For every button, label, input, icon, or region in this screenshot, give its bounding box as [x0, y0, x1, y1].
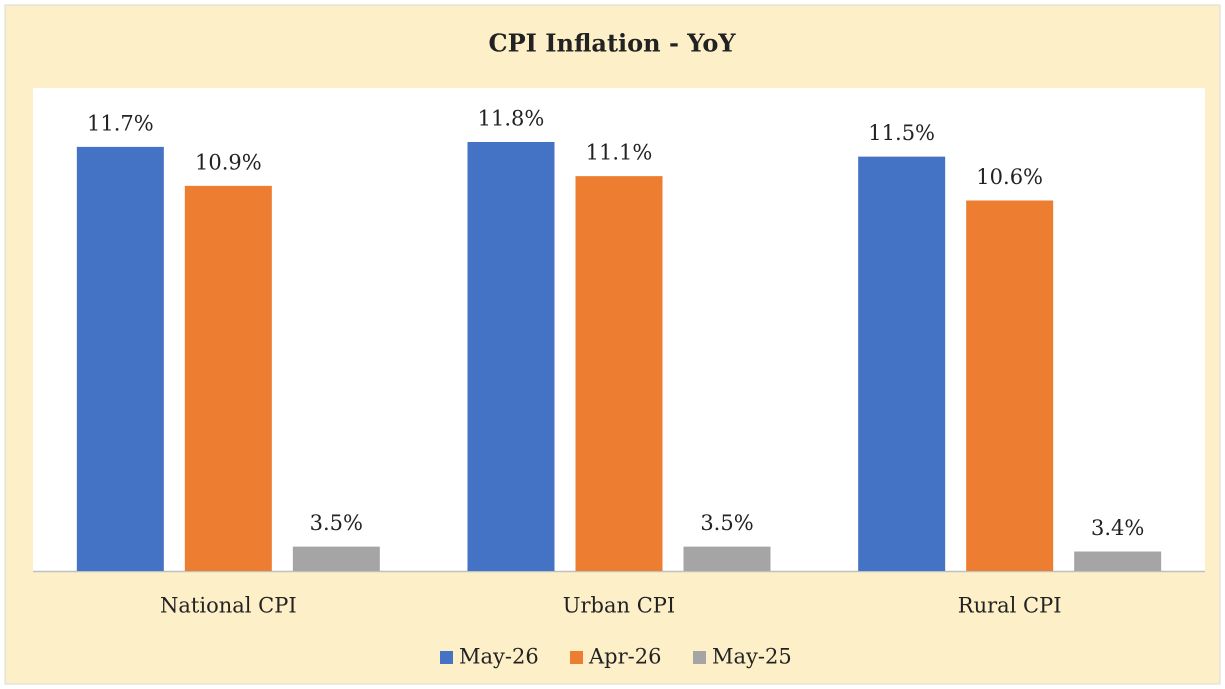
data-label: 3.5% — [700, 511, 753, 535]
legend-swatch — [440, 651, 453, 664]
bar — [683, 546, 771, 571]
x-tick-label: National CPI — [160, 594, 297, 618]
legend-swatch — [570, 651, 583, 664]
x-tick-label: Rural CPI — [958, 594, 1062, 618]
x-tick-label: Urban CPI — [563, 594, 675, 618]
bar — [184, 185, 272, 571]
legend-label: May-25 — [712, 645, 792, 669]
bar — [858, 156, 946, 571]
data-label: 10.9% — [195, 150, 262, 174]
legend-label: Apr-26 — [588, 645, 661, 669]
bar — [467, 142, 555, 571]
data-label: 11.1% — [586, 141, 653, 165]
bar — [575, 176, 663, 571]
chart-title: CPI Inflation - YoY — [489, 29, 737, 58]
legend-swatch — [693, 651, 706, 664]
bar — [1074, 551, 1162, 571]
data-label: 11.5% — [868, 121, 935, 145]
legend-label: May-26 — [459, 645, 539, 669]
bar — [76, 146, 164, 571]
data-label: 11.8% — [478, 107, 545, 131]
bar — [292, 546, 380, 571]
bar — [966, 200, 1054, 571]
data-label: 10.6% — [976, 165, 1043, 189]
data-label: 3.4% — [1091, 516, 1144, 540]
data-label: 3.5% — [310, 511, 363, 535]
data-label: 11.7% — [87, 111, 154, 135]
